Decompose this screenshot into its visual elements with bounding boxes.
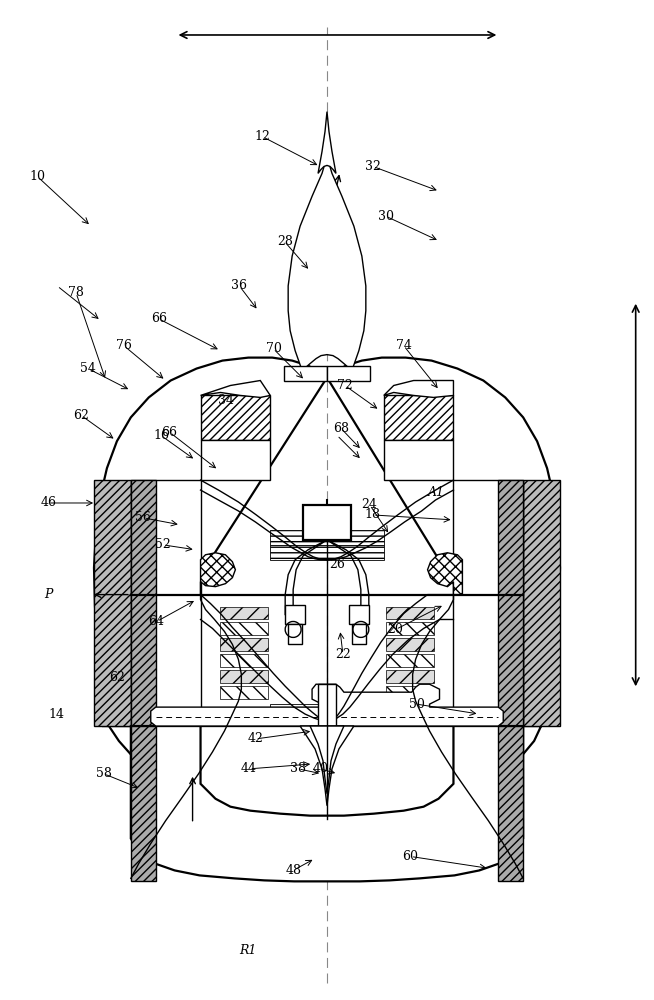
Polygon shape [428,553,462,595]
Polygon shape [94,480,131,726]
Polygon shape [285,605,305,624]
Text: 62: 62 [73,409,89,422]
Text: 12: 12 [254,130,270,143]
Polygon shape [327,366,370,381]
Polygon shape [220,607,268,619]
Polygon shape [384,381,453,397]
Text: 30: 30 [377,210,394,223]
Text: 18: 18 [364,508,381,521]
Text: P: P [44,588,52,601]
Text: 28: 28 [277,235,292,248]
Polygon shape [284,366,327,381]
Text: 50: 50 [409,698,425,711]
Polygon shape [498,726,523,881]
Polygon shape [131,726,523,881]
Polygon shape [220,654,268,667]
Polygon shape [220,638,268,651]
Text: 26: 26 [329,558,345,571]
Polygon shape [151,684,503,726]
Text: 40: 40 [313,762,328,775]
Text: 44: 44 [241,762,257,775]
Polygon shape [303,505,351,540]
Text: A1: A1 [428,486,445,499]
Text: 60: 60 [402,850,419,863]
Polygon shape [201,440,270,480]
Polygon shape [386,670,434,683]
Text: 24: 24 [362,498,377,511]
Text: 68: 68 [334,422,349,435]
Text: 34: 34 [218,394,234,407]
Text: 10: 10 [29,170,45,183]
Polygon shape [349,605,369,624]
Polygon shape [318,684,336,726]
Text: 38: 38 [290,762,305,775]
Text: R1: R1 [239,944,256,957]
Text: 14: 14 [49,708,65,721]
Text: 74: 74 [396,339,412,352]
Polygon shape [131,480,201,726]
Polygon shape [453,480,523,726]
Polygon shape [386,686,434,699]
Text: 46: 46 [41,496,56,509]
Polygon shape [318,726,336,749]
Polygon shape [288,156,366,371]
Text: 78: 78 [68,286,84,299]
Text: 54: 54 [80,362,96,375]
Text: 58: 58 [96,767,112,780]
Text: 72: 72 [337,379,353,392]
Text: 56: 56 [135,511,151,524]
Polygon shape [384,395,453,440]
Polygon shape [352,624,366,644]
Text: 36: 36 [231,279,247,292]
Text: 66: 66 [162,426,177,439]
Polygon shape [270,545,384,560]
Polygon shape [270,704,384,721]
Polygon shape [386,654,434,667]
Polygon shape [386,607,434,619]
Text: 62: 62 [109,671,126,684]
Text: 20: 20 [387,623,404,636]
Polygon shape [498,480,523,726]
Polygon shape [318,112,336,173]
Polygon shape [288,624,302,644]
Polygon shape [386,622,434,635]
Text: 48: 48 [285,864,301,877]
Text: 22: 22 [336,648,351,661]
Polygon shape [201,395,270,440]
Polygon shape [94,358,560,821]
Polygon shape [386,638,434,651]
Polygon shape [201,381,270,397]
Text: 16: 16 [153,429,169,442]
Text: 76: 76 [116,339,131,352]
Text: 64: 64 [148,615,164,628]
Polygon shape [220,622,268,635]
Polygon shape [384,440,453,480]
Polygon shape [523,480,560,726]
Polygon shape [220,670,268,683]
Polygon shape [201,553,235,595]
Polygon shape [300,726,354,806]
Text: 70: 70 [266,342,281,355]
Polygon shape [131,726,156,881]
Text: 52: 52 [155,538,171,551]
Polygon shape [310,726,344,794]
Text: 42: 42 [247,732,264,745]
Text: 32: 32 [365,160,381,173]
Polygon shape [131,480,156,726]
Polygon shape [270,530,384,545]
Text: 66: 66 [151,312,167,325]
Polygon shape [220,686,268,699]
